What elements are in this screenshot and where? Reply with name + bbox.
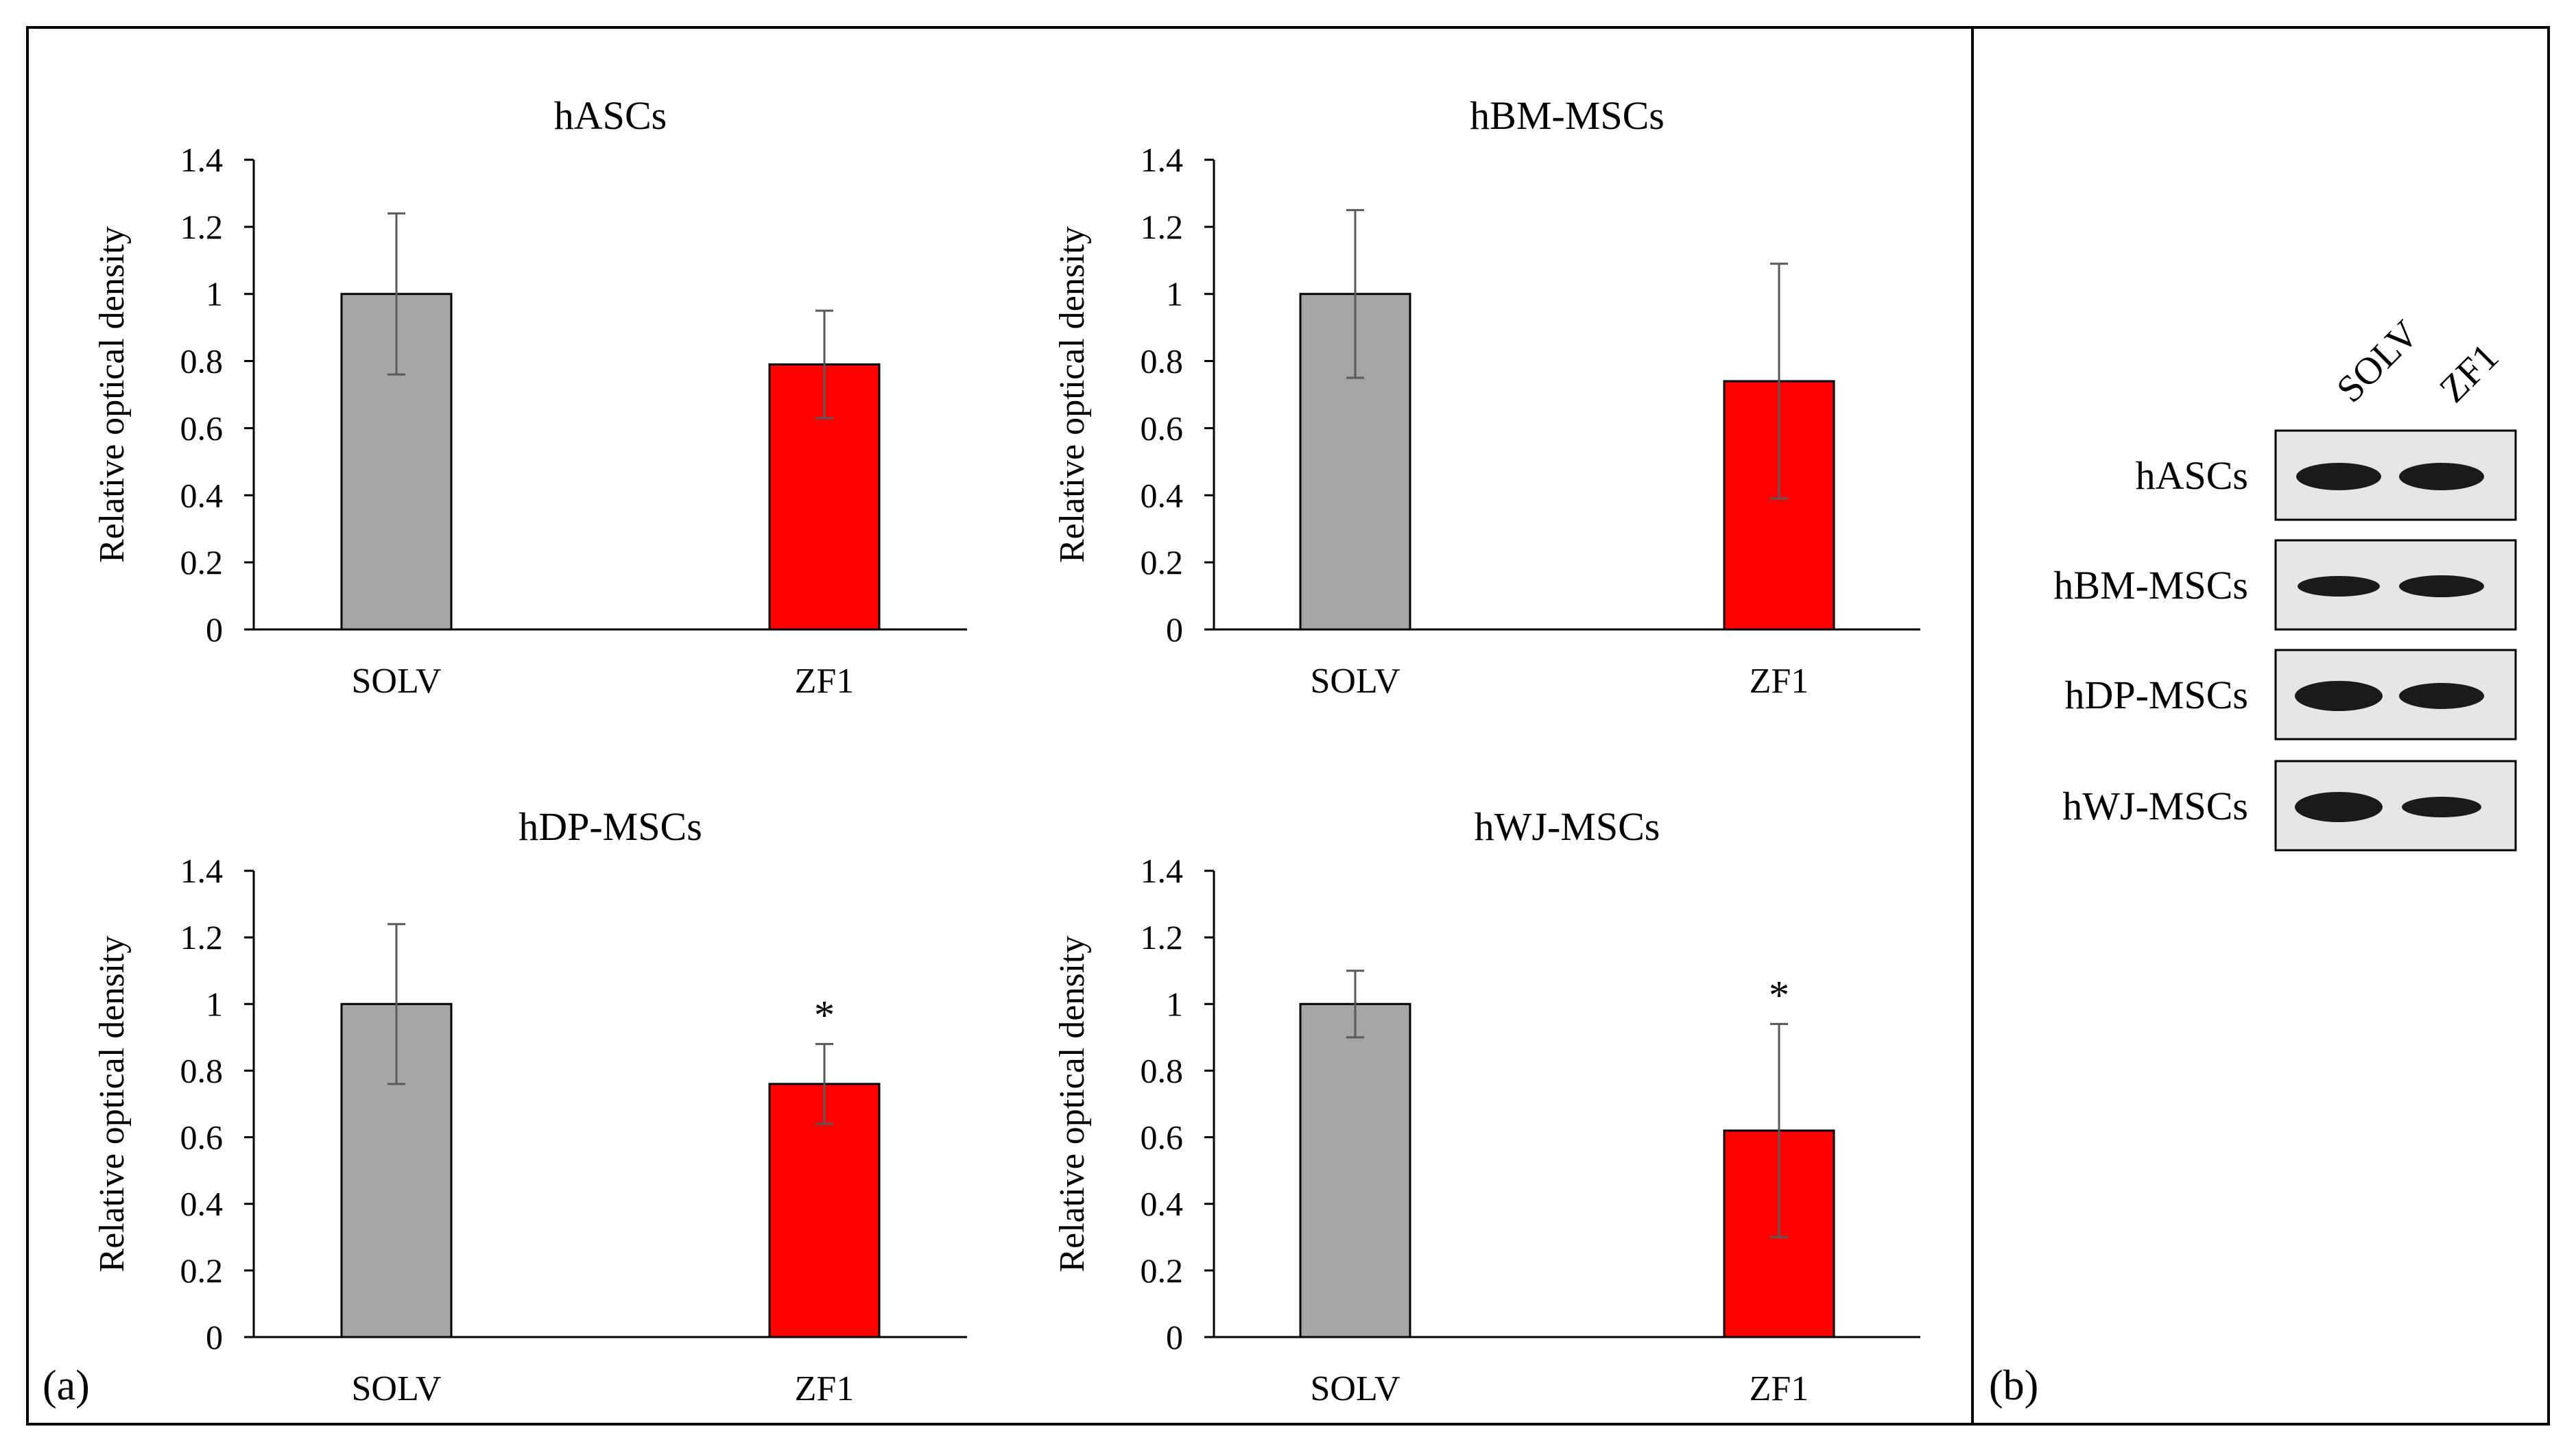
blot-band [2399,463,2484,490]
chart-title: hDP-MSCs [518,804,702,849]
y-tick-label: 0.8 [180,1051,224,1090]
y-tick-label: 0.2 [180,1251,224,1290]
y-axis-label: Relative optical density [93,936,132,1273]
significance-marker: * [814,993,835,1038]
y-tick-label: 0 [1166,1318,1183,1356]
blot-lane-label-zf1: ZF1 [2431,335,2507,411]
blot-band [2399,575,2484,597]
chart-title: hWJ-MSCs [1475,804,1660,849]
y-tick-label: 0.4 [180,476,224,514]
y-axis-label: Relative optical density [1053,936,1092,1273]
x-tick-label: ZF1 [1750,1369,1809,1408]
x-tick-label: SOLV [351,1369,441,1408]
chart-hdp-mscs: hDP-MSCs 0 0.2 0.4 0.6 0.8 1 1.2 1.4 Relative opt… [93,804,967,1408]
y-axis-label: Relative optical density [93,226,132,563]
y-tick-label: 0.8 [1141,1051,1184,1090]
y-tick-label: 0.8 [180,342,224,381]
y-tick-label: 1.4 [1141,852,1184,890]
panel-b-label: (b) [1989,1362,2039,1409]
panel-b-frame [1971,26,2550,1426]
y-tick-label: 0.2 [1141,1251,1184,1290]
y-tick-label: 0.6 [1141,409,1184,447]
blot-band [2296,463,2381,490]
y-tick-label: 1.2 [1141,918,1184,957]
x-tick-label: SOLV [1310,662,1400,701]
bar-zf1 [768,363,881,631]
y-tick-label: 1.4 [1141,141,1184,179]
y-tick-label: 1 [1166,275,1183,313]
charts-layer: hASCs 0 0.2 0.4 0.6 0.8 1 1.2 1.4 Relative optica… [93,93,1920,1408]
y-tick-label: 1 [1166,985,1183,1023]
blot-lane-label-solv: SOLV [2328,313,2427,411]
y-tick-label: 0 [1166,610,1183,649]
x-tick-label: ZF1 [795,662,855,701]
y-tick-label: 0.2 [1141,543,1184,581]
blot-row-label: hBM-MSCs [2053,563,2248,608]
panel-a-label: (a) [43,1362,90,1409]
chart-hascs: hASCs 0 0.2 0.4 0.6 0.8 1 1.2 1.4 Relative optica… [93,93,967,701]
blot-row-label: hDP-MSCs [2064,673,2248,717]
blot-band [2399,683,2484,709]
y-tick-label: 0.6 [1141,1118,1184,1157]
y-tick-label: 1 [206,985,223,1023]
y-tick-label: 0.4 [180,1185,224,1223]
significance-marker: * [1769,972,1789,1018]
y-tick-label: 0 [206,610,223,649]
y-tick-label: 0.4 [1141,476,1184,514]
y-tick-label: 1 [206,275,223,313]
y-axis-label: Relative optical density [1053,226,1092,563]
y-tick-label: 0.6 [180,409,224,447]
blot-row-label: hWJ-MSCs [2062,784,2248,828]
bar-solv [1299,1002,1411,1338]
blot-band [2295,792,2383,822]
blot-band [2402,797,2481,817]
chart-hbm-mscs: hBM-MSCs 0 0.2 0.4 0.6 0.8 1 1.2 1.4 Relative opt… [1053,93,1920,701]
y-tick-label: 0.8 [1141,342,1184,381]
chart-hwj-mscs: hWJ-MSCs 0 0.2 0.4 0.6 0.8 1 1.2 1.4 Relative opt… [1053,804,1920,1408]
y-tick-label: 1.2 [180,208,224,246]
y-tick-label: 1.2 [1141,208,1184,246]
y-tick-label: 0.4 [1141,1185,1184,1223]
bar-zf1 [768,1083,881,1338]
y-tick-label: 1.4 [180,852,224,890]
y-tick-label: 0 [206,1318,223,1356]
x-tick-label: ZF1 [1750,662,1809,701]
x-tick-label: ZF1 [795,1369,855,1408]
panel-a-frame [26,26,1974,1426]
y-tick-label: 1.4 [180,141,224,179]
blot-band [2298,576,2380,597]
western-blot: SOLV ZF1 hASCs hBM-MSCs hDP-MSCs hWJ-MSCs [2053,313,2517,852]
x-tick-label: SOLV [1310,1369,1400,1408]
y-tick-label: 0.6 [180,1118,224,1157]
y-tick-label: 1.2 [180,918,224,957]
blot-band [2295,681,2383,711]
x-tick-label: SOLV [351,662,441,701]
chart-title: hASCs [554,93,667,138]
chart-title: hBM-MSCs [1470,93,1665,138]
blot-row-label: hASCs [2136,453,2248,498]
y-tick-label: 0.2 [180,543,224,581]
